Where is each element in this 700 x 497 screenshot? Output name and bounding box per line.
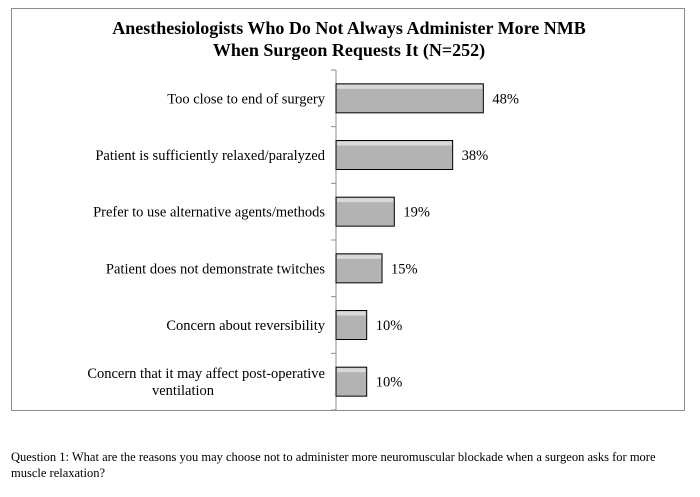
bar-highlight — [337, 141, 452, 146]
value-label: 10% — [376, 318, 403, 334]
category-label: Concern about reversibility — [166, 318, 325, 334]
category-label: Patient is sufficiently relaxed/paralyze… — [95, 148, 325, 164]
value-label: 10% — [376, 375, 403, 391]
bar-chart: 48% Too close to end of surgery 38% Patient… — [87, 69, 519, 411]
value-label: 19% — [403, 205, 430, 221]
category-label: Concern that it may affect post-operativ… — [87, 366, 325, 382]
chart-title-line-1: Anesthesiologists Who Do Not Always Admi… — [112, 18, 586, 38]
chart-title-line-2: When Surgeon Requests It (N=252) — [212, 40, 486, 60]
question-footnote: Question 1: What are the reasons you may… — [11, 450, 656, 480]
value-label: 15% — [391, 261, 418, 277]
bar-highlight — [337, 84, 483, 89]
bar-highlight — [337, 254, 382, 259]
chart-title: Anesthesiologists Who Do Not Always Admi… — [12, 17, 686, 61]
category-label: ventilation — [152, 383, 215, 399]
bar-highlight — [337, 368, 366, 373]
chart-frame: Anesthesiologists Who Do Not Always Admi… — [11, 8, 685, 411]
category-label: Too close to end of surgery — [167, 91, 326, 107]
bar-highlight — [337, 198, 394, 203]
bar-highlight — [337, 311, 366, 316]
value-label: 48% — [492, 91, 519, 107]
category-label: Prefer to use alternative agents/methods — [93, 205, 325, 221]
category-label: Patient does not demonstrate twitches — [106, 261, 325, 277]
value-label: 38% — [462, 148, 489, 164]
